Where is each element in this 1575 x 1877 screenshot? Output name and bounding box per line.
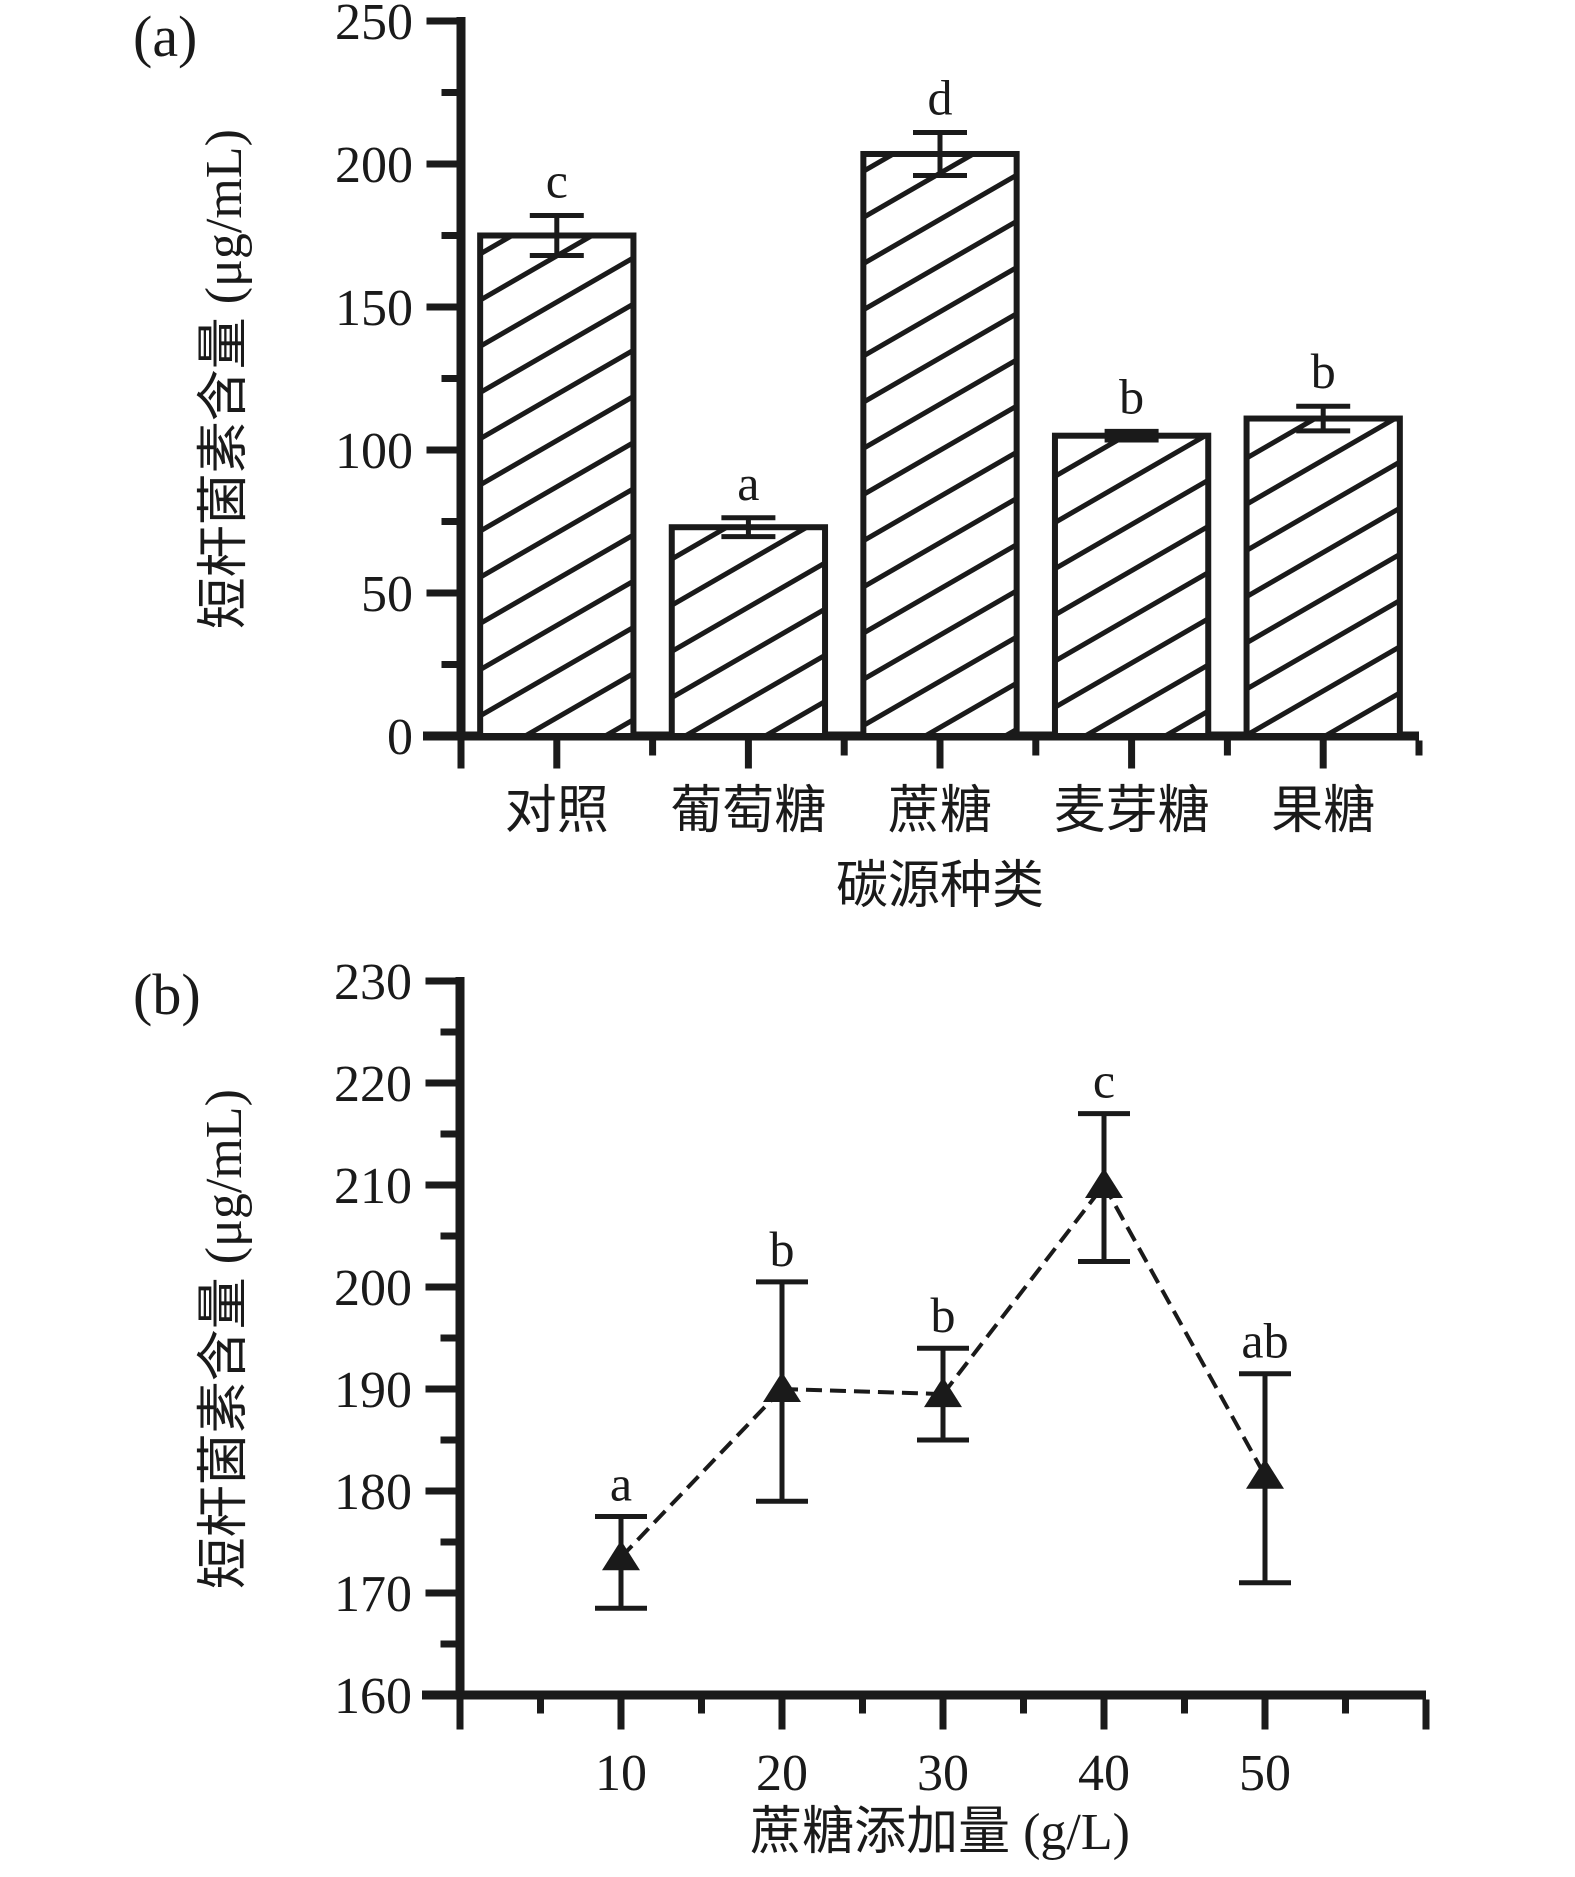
bar <box>1051 432 1212 739</box>
line-segment <box>781 1387 944 1397</box>
y-tick-label: 220 <box>334 1056 412 1113</box>
y-tick-label: 50 <box>361 566 413 623</box>
x-category-label: 对照 <box>505 783 609 840</box>
y-tick-label: 160 <box>334 1668 412 1725</box>
x-tick-label: 40 <box>1078 1745 1130 1802</box>
triangle-marker <box>1246 1458 1284 1489</box>
x-tick-label: 20 <box>756 1745 808 1802</box>
significance-letter: c <box>1093 1053 1115 1109</box>
panel-a-y-axis: 0 50 100 150 200 250 <box>335 0 466 766</box>
bar <box>860 150 1020 740</box>
y-tick-label: 200 <box>335 137 413 194</box>
y-tick-label: 180 <box>334 1464 412 1521</box>
panel-b-label: (b) <box>133 962 201 1027</box>
significance-letter: a <box>737 455 759 511</box>
x-tick-label: 50 <box>1239 1745 1291 1802</box>
significance-letter: ab <box>1241 1313 1288 1369</box>
bar-chart-panel-a: 0 50 100 150 200 250 对照 葡萄糖 蔗糖 麦芽糖 果糖 c a d b b <box>335 0 1423 840</box>
triangle-marker <box>1085 1168 1123 1198</box>
line-segment <box>619 1387 784 1559</box>
y-tick-label: 250 <box>335 0 413 51</box>
panel-b-x-axis-title: 蔗糖添加量 (g/L) <box>750 1804 1130 1861</box>
panel-a-x-axis: 对照 葡萄糖 蔗糖 麦芽糖 果糖 <box>423 731 1423 840</box>
y-tick-label: 210 <box>334 1158 412 1215</box>
line-segment <box>941 1183 1106 1396</box>
panel-a-label: (a) <box>133 4 198 69</box>
line-segment <box>1102 1184 1267 1477</box>
significance-letter: c <box>546 152 568 208</box>
panel-a-x-axis-title: 碳源种类 <box>835 858 1044 915</box>
y-tick-label: 200 <box>334 1260 412 1317</box>
x-tick-label: 30 <box>917 1745 969 1802</box>
significance-letter: b <box>931 1287 956 1343</box>
y-tick-label: 100 <box>335 423 413 480</box>
y-tick-label: 0 <box>387 709 413 766</box>
significance-letter: a <box>610 1456 632 1512</box>
panel-b-markers <box>602 1168 1284 1571</box>
y-tick-label: 170 <box>334 1566 412 1623</box>
panel-a-bars <box>477 150 1403 740</box>
x-category-label: 蔗糖 <box>888 783 992 840</box>
x-tick-label: 10 <box>595 1745 647 1802</box>
panel-a-sig-letters: c a d b b <box>546 70 1336 511</box>
panel-b-y-axis: 160 170 180 190 200 210 220 230 <box>334 954 465 1725</box>
panel-b-error-bars <box>595 1111 1291 1611</box>
bar <box>1243 415 1403 739</box>
y-tick-label: 150 <box>335 280 413 337</box>
y-tick-label: 190 <box>334 1362 412 1419</box>
significance-letter: d <box>928 70 953 126</box>
y-tick-label: 230 <box>334 954 412 1011</box>
panel-b-x-axis: 10 20 30 40 50 <box>422 1690 1430 1802</box>
bar <box>477 232 637 739</box>
panel-a-error-bars <box>529 130 1351 540</box>
x-category-label: 麦芽糖 <box>1054 783 1210 840</box>
triangle-marker <box>924 1377 962 1408</box>
x-category-label: 葡萄糖 <box>670 783 826 840</box>
triangle-marker <box>763 1372 801 1402</box>
panel-b-line-series <box>619 1183 1267 1559</box>
x-category-label: 果糖 <box>1271 783 1375 840</box>
significance-letter: b <box>1311 343 1336 399</box>
triangle-marker <box>602 1540 640 1571</box>
bar <box>668 524 829 739</box>
significance-letter: b <box>1119 368 1144 424</box>
significance-letter: b <box>770 1221 795 1277</box>
